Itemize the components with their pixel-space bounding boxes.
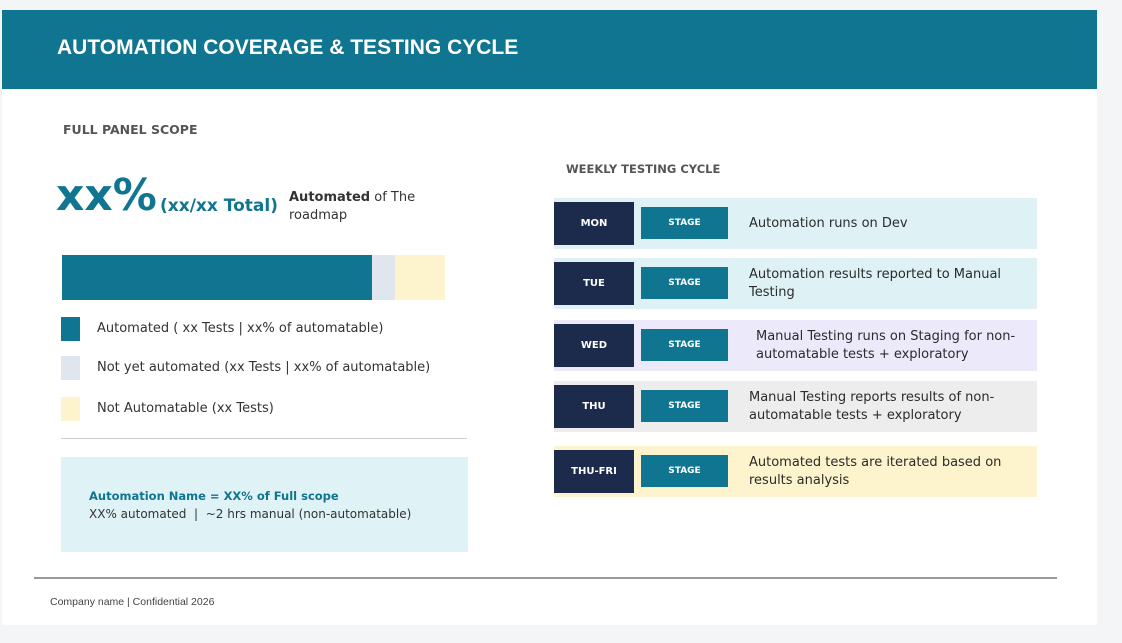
stage-label: STAGE: [641, 207, 728, 239]
title: AUTOMATION COVERAGE & TESTING CYCLE: [57, 36, 519, 59]
legend-swatch: [61, 397, 80, 421]
row-text: Manual Testing reports results of non-au…: [749, 389, 995, 423]
stage-label: STAGE: [641, 267, 728, 299]
legend-text: Not Automatable (xx Tests): [97, 401, 274, 416]
day-label: MON: [554, 202, 634, 245]
divider: [61, 438, 467, 439]
bar-not-yet: [372, 255, 395, 300]
footer: Company name | Confidential 2026: [50, 596, 215, 608]
cycle-row: THU STAGE Manual Testing reports results o…: [554, 381, 1037, 432]
cycle-row: THU-FRI STAGE Automated tests are iterated…: [554, 446, 1037, 497]
row-text: Automated tests are iterated based on re…: [749, 454, 1002, 488]
row-text: Automation results reported to Manual Te…: [749, 266, 1002, 300]
day-label: THU-FRI: [554, 450, 634, 493]
footer-line: [34, 577, 1057, 579]
bar-not-automatable: [395, 255, 445, 300]
row-text: Automation runs on Dev: [749, 215, 908, 231]
note-bold: Automated: [289, 190, 371, 205]
day-label: TUE: [554, 262, 634, 305]
stage-label: STAGE: [641, 390, 728, 422]
stage-label: STAGE: [641, 455, 728, 487]
big-percent: xx%: [56, 170, 157, 221]
legend-text: Not yet automated (xx Tests | xx% of aut…: [97, 360, 431, 375]
header-bar: [2, 10, 1097, 89]
cycle-heading: WEEKLY TESTING CYCLE: [566, 162, 721, 176]
row-text: Manual Testing runs on Staging for non-a…: [756, 328, 1016, 362]
callout-title: Automation Name = XX% of Full scope: [89, 489, 339, 503]
legend-text: Automated ( xx Tests | xx% of automatabl…: [97, 321, 384, 336]
callout-text: XX% automated | ~2 hrs manual (non-autom…: [89, 507, 412, 521]
bar-automated: [62, 255, 372, 300]
cycle-row: MON STAGE Automation runs on Dev: [554, 198, 1037, 249]
legend-swatch: [61, 317, 80, 341]
scope-heading: FULL PANEL SCOPE: [63, 122, 198, 137]
total: (xx/xx Total): [160, 196, 278, 216]
cycle-row: WED STAGE Manual Testing runs on Staging f…: [554, 320, 1037, 371]
note-rest: of The roadmap: [289, 190, 416, 223]
note: Automated of The roadmap: [289, 189, 424, 225]
cycle-row: TUE STAGE Automation results reported to M…: [554, 258, 1037, 309]
callout: [61, 457, 468, 552]
day-label: WED: [554, 324, 634, 367]
legend-swatch: [61, 356, 80, 380]
stage-label: STAGE: [641, 329, 728, 361]
day-label: THU: [554, 385, 634, 428]
